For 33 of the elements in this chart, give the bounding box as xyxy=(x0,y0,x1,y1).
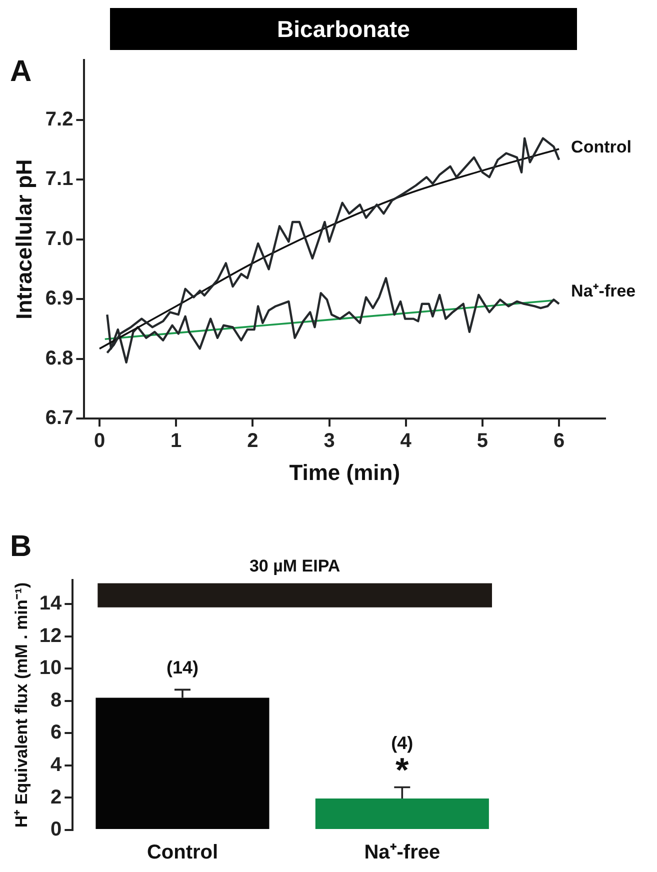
x-tick-label: 2 xyxy=(247,430,258,452)
y-tick-label: 4 xyxy=(50,754,63,776)
chart-title: B xyxy=(10,530,32,564)
y-tick-label: 10 xyxy=(39,657,62,680)
series-label: Na⁺-free xyxy=(571,282,636,301)
annotation: (4) xyxy=(391,733,414,754)
y-tick-label: 7.0 xyxy=(45,228,74,250)
y-axis-title: Intracellular pH xyxy=(11,159,36,320)
x-tick-label: 0 xyxy=(94,430,106,452)
y-tick-label: 6.9 xyxy=(45,288,74,310)
y-tick-label: 7.2 xyxy=(45,108,74,130)
y-tick-label: 8 xyxy=(50,689,62,712)
x-tick-label: 1 xyxy=(170,430,182,452)
annotation: (14) xyxy=(166,658,198,678)
series-label: Control xyxy=(571,138,632,156)
y-tick-label: 14 xyxy=(39,592,63,615)
x-tick-label: 3 xyxy=(324,430,335,452)
y-tick-label: 6.8 xyxy=(45,347,74,370)
x-axis-title: Time (min) xyxy=(289,460,400,485)
y-tick-label: 6 xyxy=(50,722,62,744)
x-tick-label: 6 xyxy=(553,430,565,452)
chart-title: A xyxy=(10,55,32,89)
band-label: 30 µM EIPA xyxy=(249,556,340,576)
x-tick-label: 5 xyxy=(476,430,488,452)
y-tick-label: 7.1 xyxy=(45,168,74,190)
y-tick-label: 12 xyxy=(39,624,62,647)
y-tick-label: 2 xyxy=(50,786,62,808)
y-tick-label: 0 xyxy=(50,818,62,841)
annotation: * xyxy=(396,752,410,790)
text: Bicarbonate xyxy=(110,8,577,50)
y-axis-title: H⁺ Equivalent flux (mM . min⁻¹) xyxy=(12,582,31,828)
x-tick-label: 4 xyxy=(400,430,412,452)
y-tick-label: 6.7 xyxy=(45,407,74,430)
